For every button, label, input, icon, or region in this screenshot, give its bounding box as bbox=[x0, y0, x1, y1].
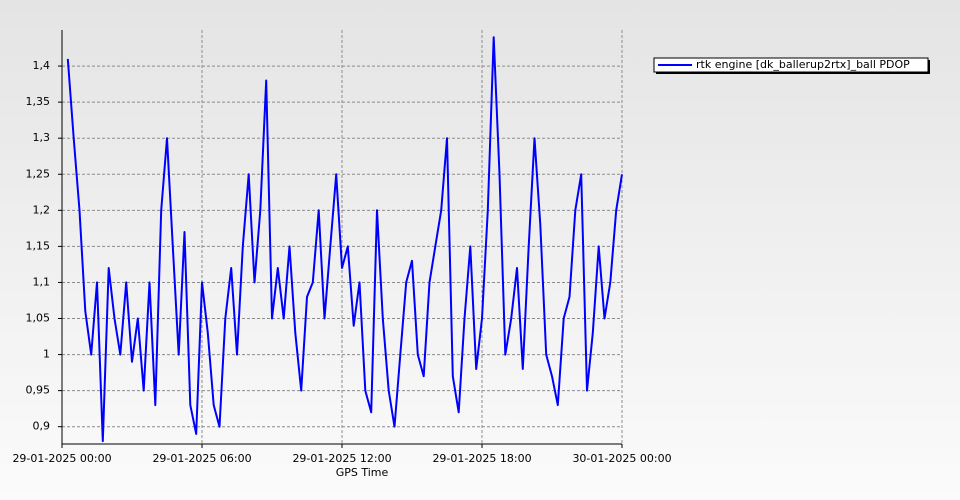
y-tick-label: 0,95 bbox=[26, 384, 51, 397]
y-tick-label: 1,2 bbox=[33, 203, 51, 216]
y-tick-label: 1,4 bbox=[33, 59, 51, 72]
legend-box bbox=[653, 57, 929, 73]
x-tick-label: 29-01-2025 00:00 bbox=[12, 452, 111, 465]
y-tick-label: 1 bbox=[43, 348, 50, 361]
y-tick-label: 0,9 bbox=[33, 420, 51, 433]
y-tick-label: 1,3 bbox=[33, 131, 51, 144]
x-tick-label: 29-01-2025 06:00 bbox=[152, 452, 251, 465]
x-axis-label: GPS Time bbox=[336, 466, 389, 479]
y-tick-label: 1,1 bbox=[33, 275, 51, 288]
y-tick-label: 1,05 bbox=[26, 312, 51, 325]
x-tick-label: 30-01-2025 00:00 bbox=[572, 452, 671, 465]
y-tick-label: 1,25 bbox=[26, 167, 51, 180]
y-tick-label: 1,15 bbox=[26, 239, 51, 252]
data-line bbox=[66, 36, 623, 443]
legend-label: rtk engine [dk_ballerup2rtx]_ball PDOP bbox=[696, 58, 910, 71]
y-tick-label: 1,35 bbox=[26, 95, 51, 108]
legend: rtk engine [dk_ballerup2rtx]_ball PDOP bbox=[653, 57, 930, 74]
x-tick-label: 29-01-2025 12:00 bbox=[292, 452, 391, 465]
x-tick-label: 29-01-2025 18:00 bbox=[432, 452, 531, 465]
